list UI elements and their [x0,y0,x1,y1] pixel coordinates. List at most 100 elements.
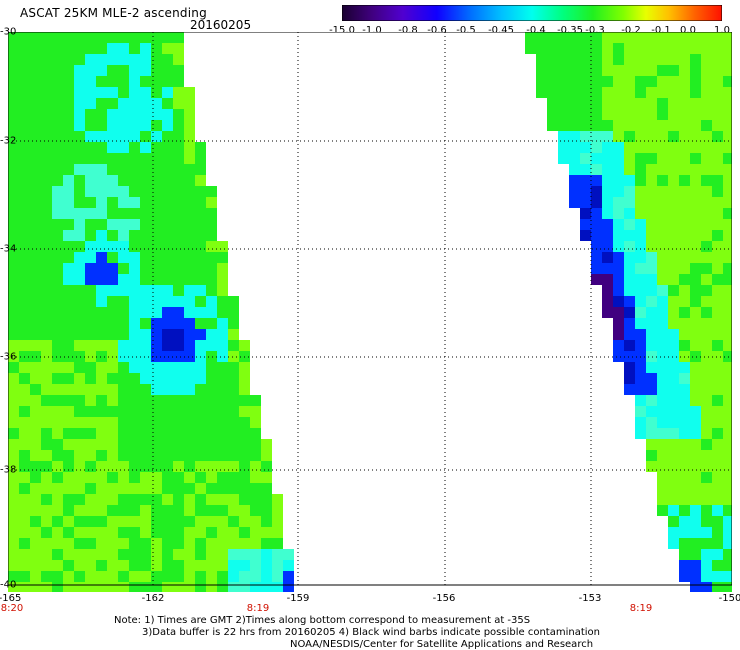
wind-cell [8,538,19,549]
wind-cell [701,120,712,131]
wind-cell [195,384,206,395]
wind-cell [206,362,217,373]
wind-cell [118,505,129,516]
wind-cell [52,307,63,318]
latitude-label: -40 [0,579,17,591]
wind-cell [8,197,19,208]
wind-cell [679,43,690,54]
wind-cell [723,263,732,274]
wind-cell [668,428,679,439]
wind-cell [217,263,228,274]
wind-cell [679,362,690,373]
wind-cell [140,120,151,131]
wind-cell [162,208,173,219]
wind-cell [646,32,657,43]
wind-cell [646,263,657,274]
wind-cell [173,417,184,428]
wind-cell [41,318,52,329]
wind-cell [118,65,129,76]
wind-cell [206,241,217,252]
wind-cell [228,373,239,384]
wind-cell [679,87,690,98]
wind-cell [580,208,591,219]
wind-cell [140,373,151,384]
wind-cell [162,439,173,450]
wind-cell [30,406,41,417]
wind-cell [723,406,732,417]
wind-cell [712,351,723,362]
wind-cell [41,582,52,592]
wind-cell [118,494,129,505]
wind-cell [723,318,732,329]
wind-cell [613,120,624,131]
wind-cell [74,54,85,65]
wind-cell [283,582,294,592]
wind-cell [602,32,613,43]
wind-cell [96,516,107,527]
wind-cell [602,230,613,241]
wind-cell [8,219,19,230]
wind-cell [19,186,30,197]
wind-cell [635,186,646,197]
wind-cell [712,153,723,164]
wind-cell [63,296,74,307]
wind-cell [74,230,85,241]
wind-cell [184,252,195,263]
wind-cell [63,439,74,450]
wind-cell [239,560,250,571]
wind-cell [206,439,217,450]
wind-cell [151,98,162,109]
wind-cell [624,318,635,329]
wind-cell [250,439,261,450]
wind-cell [657,186,668,197]
wind-cell [162,307,173,318]
wind-cell [701,406,712,417]
wind-cell [96,560,107,571]
wind-cell [151,505,162,516]
wind-cell [635,131,646,142]
wind-cell [536,54,547,65]
wind-cell [613,274,624,285]
wind-cell [162,197,173,208]
colorbar-label: -0.6 [427,25,447,36]
wind-cell [602,142,613,153]
wind-cell [8,571,19,582]
wind-cell [712,175,723,186]
wind-cell [228,307,239,318]
wind-cell [19,142,30,153]
wind-cell [96,406,107,417]
wind-cell [723,175,732,186]
wind-cell [206,571,217,582]
wind-cell [129,582,140,592]
wind-cell [558,131,569,142]
wind-cell [129,527,140,538]
wind-cell [85,538,96,549]
wind-cell [96,285,107,296]
wind-cell [151,417,162,428]
wind-cell [96,538,107,549]
wind-cell [52,560,63,571]
wind-cell [679,54,690,65]
wind-cell [558,65,569,76]
wind-cell [162,296,173,307]
wind-cell [723,285,732,296]
wind-cell [195,527,206,538]
wind-cell [19,461,30,472]
wind-cell [52,439,63,450]
wind-cell [668,65,679,76]
wind-cell [184,439,195,450]
wind-cell [173,219,184,230]
wind-cell [140,395,151,406]
wind-cell [646,164,657,175]
wind-cell [151,153,162,164]
wind-cell [690,318,701,329]
wind-cell [140,571,151,582]
wind-cell [173,197,184,208]
wind-cell [712,296,723,307]
wind-cell [85,483,96,494]
wind-cell [613,252,624,263]
wind-cell [96,351,107,362]
wind-cell [140,87,151,98]
wind-cell [206,186,217,197]
wind-cell [690,395,701,406]
